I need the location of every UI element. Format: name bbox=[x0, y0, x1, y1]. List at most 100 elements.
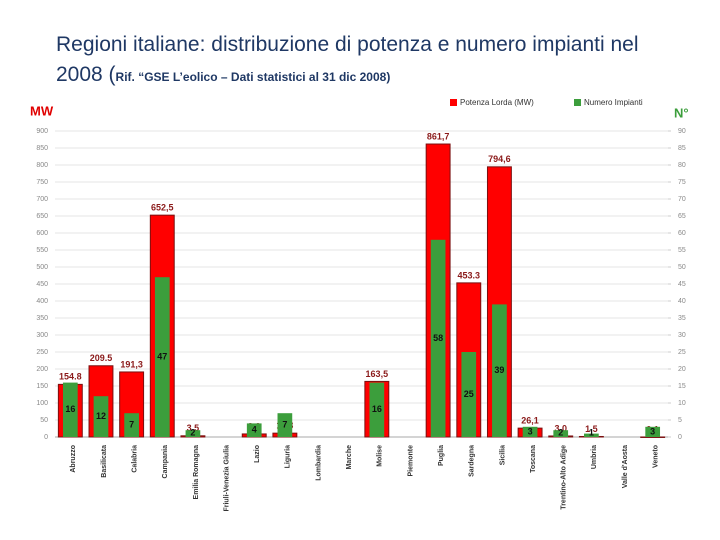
y-tick-label: 500 bbox=[36, 264, 48, 271]
power-bar bbox=[640, 436, 666, 438]
count-value-label: 3 bbox=[528, 426, 533, 436]
count-bar bbox=[369, 382, 385, 437]
x-tick-label: Veneto bbox=[653, 445, 660, 468]
count-bar bbox=[553, 430, 569, 437]
y-tick-label: 250 bbox=[36, 349, 48, 356]
x-tick-label: Sardegna bbox=[469, 445, 476, 477]
y-tick-label: 800 bbox=[36, 162, 48, 169]
y-tick-label: 50 bbox=[40, 417, 48, 424]
count-value-label: 4 bbox=[252, 425, 257, 435]
y2-tick-label: 30 bbox=[678, 332, 686, 339]
x-tick-label: Lombardia bbox=[315, 445, 322, 481]
count-bar bbox=[461, 352, 477, 437]
power-value-label: 191,3 bbox=[120, 359, 143, 369]
count-bar bbox=[93, 396, 109, 437]
power-value-label: 163,5 bbox=[366, 369, 389, 379]
y2-tick-label: 25 bbox=[678, 349, 686, 356]
power-value-label: 3,0 bbox=[554, 423, 567, 433]
count-value-label: 2 bbox=[558, 427, 563, 437]
y2-axis-title: N° bbox=[674, 105, 689, 120]
y-tick-label: 850 bbox=[36, 145, 48, 152]
y2-tick-label: 55 bbox=[678, 247, 686, 254]
y2-tick-label: 60 bbox=[678, 230, 686, 237]
y2-tick-label: 0 bbox=[678, 434, 682, 441]
y2-tick-label: 65 bbox=[678, 213, 686, 220]
x-tick-label: Puglia bbox=[438, 445, 445, 466]
x-tick-label: Abruzzo bbox=[70, 445, 77, 473]
y-axis-title: MW bbox=[30, 103, 54, 118]
y-tick-label: 200 bbox=[36, 366, 48, 373]
count-value-label: 58 bbox=[433, 333, 443, 343]
power-value-label: 794,6 bbox=[488, 154, 511, 164]
power-value-label: 209.5 bbox=[90, 353, 113, 363]
count-bar bbox=[522, 426, 538, 437]
count-value-label: 1 bbox=[589, 427, 594, 437]
y-tick-label: 350 bbox=[36, 315, 48, 322]
chart-title-note: Rif. “GSE L’eolico – Dati statistici al … bbox=[115, 70, 391, 84]
y-tick-label: 150 bbox=[36, 383, 48, 390]
x-tick-label: Sicilia bbox=[499, 445, 506, 465]
y-tick-label: 550 bbox=[36, 247, 48, 254]
count-value-label: 16 bbox=[65, 404, 75, 414]
legend-swatch bbox=[450, 99, 457, 106]
count-value-label: 2 bbox=[190, 427, 195, 437]
y2-tick-label: 70 bbox=[678, 196, 686, 203]
chart-title: Regioni italiane: distribuzione di poten… bbox=[56, 33, 639, 86]
count-bar bbox=[185, 430, 201, 437]
chart-title-block: Regioni italiane: distribuzione di poten… bbox=[56, 30, 656, 92]
legend-label: Potenza Lorda (MW) bbox=[460, 98, 534, 107]
y-tick-label: 750 bbox=[36, 179, 48, 186]
x-tick-label: Piemonte bbox=[407, 445, 414, 477]
x-tick-label: Toscana bbox=[530, 445, 537, 473]
y2-tick-label: 90 bbox=[678, 128, 686, 135]
count-value-label: 12 bbox=[96, 411, 106, 421]
power-value-label: 154.8 bbox=[59, 372, 82, 382]
count-value-label: 25 bbox=[464, 389, 474, 399]
count-bar bbox=[645, 426, 661, 437]
power-value-label: 652,5 bbox=[151, 203, 174, 213]
y-tick-label: 450 bbox=[36, 281, 48, 288]
count-bar bbox=[154, 277, 170, 437]
count-value-label: 47 bbox=[157, 351, 167, 361]
x-tick-label: Emilia Romagna bbox=[193, 445, 200, 500]
x-tick-label: Umbria bbox=[591, 445, 598, 469]
x-tick-label: Calabria bbox=[131, 445, 138, 473]
legend-label: Numero Impianti bbox=[584, 98, 643, 107]
legend-swatch bbox=[574, 99, 581, 106]
count-bar bbox=[492, 304, 507, 437]
y2-tick-label: 85 bbox=[678, 145, 686, 152]
power-value-label: 26,1 bbox=[521, 416, 539, 426]
power-value-label: 453.3 bbox=[458, 270, 481, 280]
y2-tick-label: 20 bbox=[678, 366, 686, 373]
x-tick-label: Trentino-Alto Adige bbox=[561, 445, 568, 510]
y2-tick-label: 10 bbox=[678, 400, 686, 407]
y2-tick-label: 40 bbox=[678, 298, 686, 305]
count-value-label: 39 bbox=[494, 365, 504, 375]
count-bar bbox=[430, 239, 446, 437]
y2-tick-label: 75 bbox=[678, 179, 686, 186]
y2-tick-label: 45 bbox=[678, 281, 686, 288]
x-tick-label: Liguria bbox=[285, 445, 292, 468]
y-tick-label: 0 bbox=[44, 434, 48, 441]
x-tick-label: Friuli-Venezia Giulia bbox=[223, 445, 230, 512]
power-value-label: 3,5 bbox=[187, 423, 200, 433]
count-bar bbox=[62, 382, 78, 437]
x-tick-label: Valle d'Aosta bbox=[622, 445, 629, 488]
count-bar bbox=[277, 413, 293, 437]
count-bar bbox=[246, 423, 262, 437]
power-value-label: 1,5 bbox=[585, 424, 598, 434]
x-tick-label: Molise bbox=[377, 445, 384, 467]
x-tick-label: Lazio bbox=[254, 445, 261, 463]
power-value-label: 861,7 bbox=[427, 131, 450, 141]
count-value-label: 7 bbox=[129, 419, 134, 429]
count-bar bbox=[124, 413, 139, 437]
x-tick-label: Marche bbox=[346, 445, 353, 470]
y2-tick-label: 5 bbox=[678, 417, 682, 424]
y2-tick-label: 15 bbox=[678, 383, 686, 390]
y2-tick-label: 50 bbox=[678, 264, 686, 271]
y-tick-label: 600 bbox=[36, 230, 48, 237]
x-tick-label: Campania bbox=[162, 445, 169, 479]
count-bar bbox=[584, 433, 599, 437]
count-value-label: 16 bbox=[372, 404, 382, 414]
